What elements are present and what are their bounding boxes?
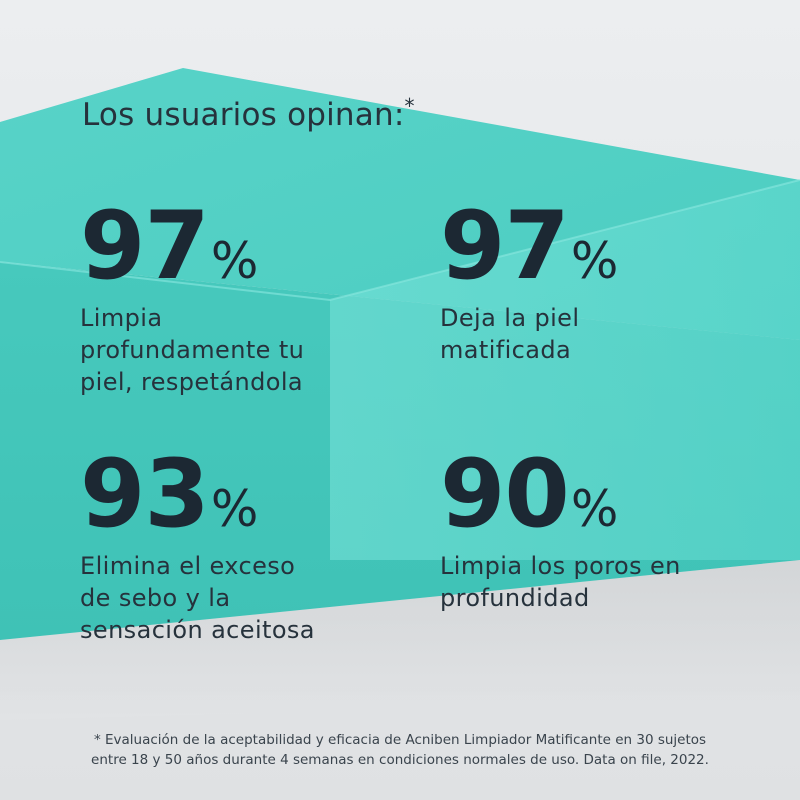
heading-asterisk: * (404, 94, 415, 118)
stat-description-line: Elimina el exceso (80, 552, 296, 580)
stat-number: 93 (80, 440, 210, 549)
stat-matte-skin: 97% Deja la piel matificada (440, 200, 740, 366)
stat-percent-sign: % (570, 480, 619, 538)
study-footnote: * Evaluación de la aceptabilidad y efica… (30, 730, 770, 770)
stat-oil-control: 93% Elimina el exceso de sebo y la sensa… (80, 448, 400, 646)
stat-deep-clean: 97% Limpia profundamente tu piel, respet… (80, 200, 380, 398)
stat-value-row: 97% (80, 200, 380, 294)
stat-description-line: Limpia los poros en (440, 552, 681, 580)
stat-description: Elimina el exceso de sebo y la sensación… (80, 550, 400, 646)
stat-description-line: de sebo y la (80, 584, 231, 612)
stat-percent-sign: % (570, 232, 619, 290)
stat-value-row: 93% (80, 448, 400, 542)
stat-description-line: profundamente tu (80, 336, 305, 364)
stat-number: 90 (440, 440, 570, 549)
stat-percent-sign: % (210, 480, 259, 538)
stat-value-row: 97% (440, 200, 740, 294)
heading-text: Los usuarios opinan: (82, 97, 405, 133)
stat-value-row: 90% (440, 448, 760, 542)
stat-description-line: Deja la piel (440, 304, 580, 332)
stat-description: Deja la piel matificada (440, 302, 740, 366)
page-heading: Los usuarios opinan:* (82, 94, 415, 133)
stat-percent-sign: % (210, 232, 259, 290)
stat-description-line: Limpia (80, 304, 163, 332)
stat-description-line: profundidad (440, 584, 590, 612)
footnote-line: * Evaluación de la aceptabilidad y efica… (93, 732, 707, 748)
stat-number: 97 (80, 192, 210, 301)
stat-description: Limpia los poros en profundidad (440, 550, 760, 614)
stat-description-line: sensación aceitosa (80, 616, 315, 644)
stat-description-line: matificada (440, 336, 572, 364)
stat-pore-clean: 90% Limpia los poros en profundidad (440, 448, 760, 614)
stat-description-line: piel, respetándola (80, 368, 304, 396)
footnote-line: entre 18 y 50 años durante 4 semanas en … (91, 752, 709, 768)
stat-number: 97 (440, 192, 570, 301)
stat-description: Limpia profundamente tu piel, respetándo… (80, 302, 380, 398)
